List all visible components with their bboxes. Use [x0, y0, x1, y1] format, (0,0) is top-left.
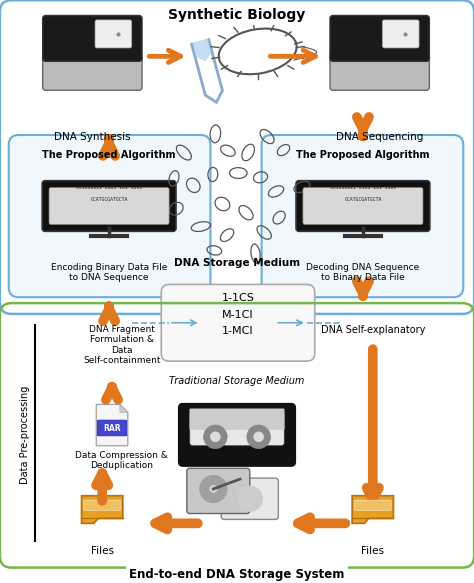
Text: DNA Sequencing: DNA Sequencing: [336, 132, 423, 142]
Circle shape: [254, 432, 264, 442]
Circle shape: [200, 475, 227, 503]
FancyBboxPatch shape: [97, 420, 127, 436]
FancyBboxPatch shape: [179, 404, 295, 466]
Text: 001010011 0101 101 1100

GCATGCGATGCTA: 001010011 0101 101 1100 GCATGCGATGCTA: [76, 185, 142, 202]
FancyBboxPatch shape: [161, 285, 315, 361]
Text: Traditional Storage Medium: Traditional Storage Medium: [169, 376, 305, 386]
FancyBboxPatch shape: [262, 135, 463, 297]
FancyBboxPatch shape: [43, 16, 142, 61]
FancyBboxPatch shape: [95, 20, 132, 48]
Text: DNA Self-explanatory: DNA Self-explanatory: [320, 325, 425, 335]
Text: 1-1CS
M-1CI
1-MCI: 1-1CS M-1CI 1-MCI: [221, 293, 255, 336]
Text: RAR: RAR: [103, 424, 121, 434]
Text: End-to-end DNA Storage System: End-to-end DNA Storage System: [129, 568, 345, 581]
Circle shape: [210, 432, 220, 442]
Polygon shape: [96, 405, 128, 445]
Text: Files: Files: [361, 546, 384, 556]
Polygon shape: [352, 496, 393, 524]
Circle shape: [237, 486, 263, 511]
FancyBboxPatch shape: [355, 500, 391, 510]
FancyBboxPatch shape: [330, 54, 429, 90]
FancyBboxPatch shape: [190, 409, 284, 430]
Circle shape: [247, 425, 271, 449]
FancyBboxPatch shape: [296, 181, 430, 231]
FancyBboxPatch shape: [9, 135, 210, 297]
Polygon shape: [82, 496, 123, 524]
Text: Files: Files: [91, 546, 114, 556]
FancyBboxPatch shape: [84, 500, 120, 510]
FancyBboxPatch shape: [330, 16, 429, 61]
Text: Decoding DNA Sequence
to Binary Data File: Decoding DNA Sequence to Binary Data Fil…: [306, 263, 419, 282]
FancyBboxPatch shape: [49, 188, 169, 224]
Text: The Proposed Algorithm: The Proposed Algorithm: [42, 150, 176, 160]
Text: Data Compression &
Deduplication: Data Compression & Deduplication: [75, 451, 168, 470]
FancyBboxPatch shape: [221, 478, 278, 519]
Text: Synthetic Biology: Synthetic Biology: [168, 8, 306, 22]
FancyBboxPatch shape: [43, 54, 142, 90]
FancyBboxPatch shape: [187, 468, 250, 514]
Text: DNA Fragment
Formulation &
Data
Self-containment: DNA Fragment Formulation & Data Self-con…: [83, 325, 161, 365]
Polygon shape: [192, 38, 211, 61]
Text: DNA Synthesis: DNA Synthesis: [54, 132, 131, 142]
Circle shape: [203, 425, 227, 449]
Text: 001010011 0101 101 1100

GCATGCGATGCTA: 001010011 0101 101 1100 GCATGCGATGCTA: [330, 185, 396, 202]
Polygon shape: [120, 405, 128, 412]
FancyBboxPatch shape: [190, 413, 284, 445]
FancyBboxPatch shape: [42, 181, 176, 231]
Text: The Proposed Algorithm: The Proposed Algorithm: [296, 150, 430, 160]
Text: Data Pre-processing: Data Pre-processing: [20, 386, 30, 484]
FancyBboxPatch shape: [303, 188, 423, 224]
Circle shape: [210, 485, 217, 493]
Text: Encoding Binary Data File
to DNA Sequence: Encoding Binary Data File to DNA Sequenc…: [51, 263, 167, 282]
Text: DNA Storage Medium: DNA Storage Medium: [174, 258, 300, 268]
FancyBboxPatch shape: [383, 20, 419, 48]
